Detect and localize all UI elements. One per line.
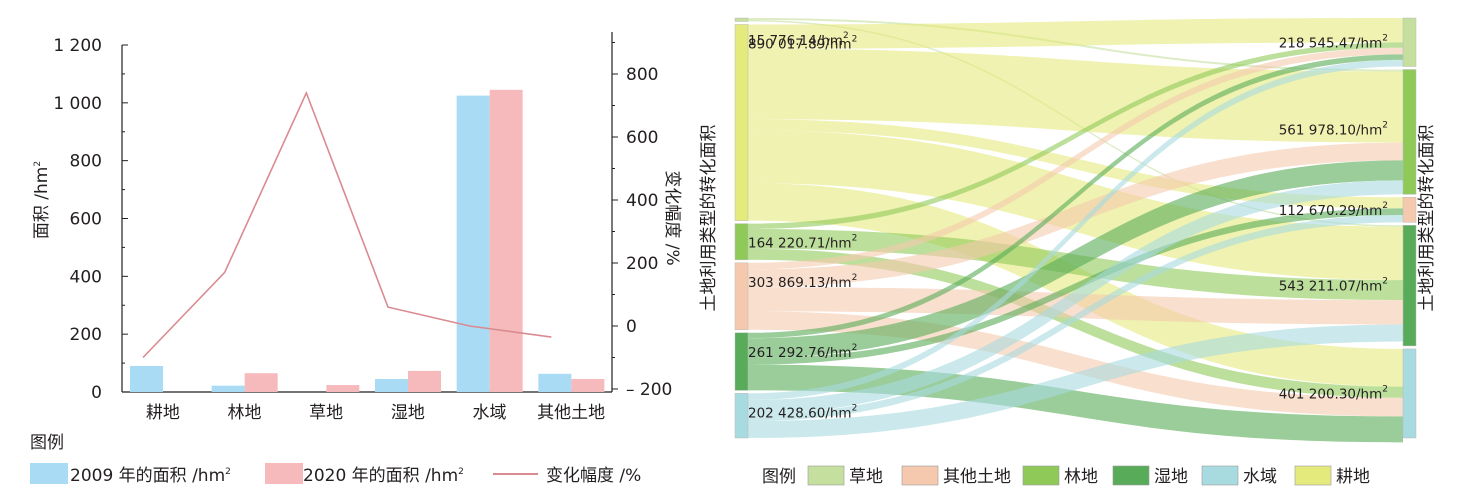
sankey-left-node-4 xyxy=(734,332,749,391)
sankey-legend-label-5: 耕地 xyxy=(1336,467,1370,487)
x-tick-label-1: 林地 xyxy=(228,403,262,423)
sankey-legend-label-3: 湿地 xyxy=(1154,467,1188,487)
bar-2009-3 xyxy=(375,378,408,392)
sankey-legend-label-1: 其他土地 xyxy=(943,467,1011,487)
sankey-link-18 xyxy=(748,59,1403,400)
sankey-left-node-2 xyxy=(734,223,749,261)
left-tick-label: 400 xyxy=(70,267,102,287)
sankey-link-12 xyxy=(748,287,1403,325)
left-tick-label: 0 xyxy=(91,383,102,403)
x-tick-label-0: 耕地 xyxy=(146,403,180,423)
sankey-left-node-1 xyxy=(734,24,749,221)
bar-line-chart: 0 200 400 600 800 1 000 1 200 – 200 0 200 400 600 80… xyxy=(30,32,682,486)
sankey-right-node-1 xyxy=(1402,69,1417,195)
change-rate-line xyxy=(142,90,552,359)
sankey-left-label-5: 202 428.60/hm2 xyxy=(748,403,857,421)
sankey-right-label-4: 401 200.30/hm2 xyxy=(1279,384,1388,402)
bar-2009-5 xyxy=(538,373,572,392)
legend-swatch-2020 xyxy=(265,463,303,484)
sankey-legend-label-2: 林地 xyxy=(1064,467,1098,487)
right-tick-label: 600 xyxy=(626,128,658,148)
x-tick-label-4: 水域 xyxy=(473,403,507,423)
bar-2009-1 xyxy=(211,385,245,392)
x-tick-label-2: 草地 xyxy=(309,403,343,423)
sankey-link-9 xyxy=(748,248,1403,398)
sankey-legend-swatch-4 xyxy=(1201,465,1239,486)
sankey-legend-swatch-3 xyxy=(1112,465,1150,486)
sankey-left-label-2: 164 220.71/hm2 xyxy=(748,234,857,252)
x-tick-label-3: 湿地 xyxy=(391,403,425,423)
sankey-left-label-1: 890 017.89/hm2 xyxy=(748,34,857,52)
bar-2020-5 xyxy=(571,378,605,392)
bar-2020-2 xyxy=(326,385,360,392)
right-axis-title: 变化幅度 /% xyxy=(662,170,682,265)
sankey-right-node-4 xyxy=(1402,348,1417,439)
right-tick-label: – 200 xyxy=(626,380,672,400)
sankey-link-16 xyxy=(748,208,1403,365)
sankey-right-node-0 xyxy=(1402,17,1417,67)
sankey-right-label-1: 561 978.10/hm2 xyxy=(1279,121,1388,139)
sankey-left-axis-title: 土地利用类型的转化面积 xyxy=(699,125,719,312)
right-tick-label: 800 xyxy=(626,65,658,85)
left-tick-label: 200 xyxy=(70,325,102,345)
legend-swatch-2009 xyxy=(30,463,68,484)
sankey-link-21 xyxy=(748,324,1403,438)
bar-2020-4 xyxy=(489,89,523,392)
bar-legend-title: 图例 xyxy=(30,433,64,453)
left-tick-label: 1 000 xyxy=(53,94,102,114)
sankey-left-node-5 xyxy=(734,393,749,439)
sankey-right-axis-title: 土地利用类型的转化面积 xyxy=(1417,125,1437,312)
sankey-left-label-4: 261 292.76/hm2 xyxy=(748,343,857,361)
sankey-right-node-2 xyxy=(1402,197,1417,223)
bar-2020-1 xyxy=(244,373,278,392)
left-tick-label: 600 xyxy=(70,210,102,230)
sankey-link-15 xyxy=(748,160,1403,359)
legend-label-change: 变化幅度 /% xyxy=(546,466,641,486)
sankey-left-label-3: 303 869.13/hm2 xyxy=(748,273,857,291)
bar-2009-4 xyxy=(456,95,490,393)
right-tick-label: 400 xyxy=(626,191,658,211)
sankey-right-label-3: 543 211.07/hm2 xyxy=(1279,276,1388,294)
sankey-legend-title: 图例 xyxy=(762,467,796,487)
legend-label-2009: 2009 年的面积 /hm2 xyxy=(70,466,231,486)
right-tick-label: 200 xyxy=(626,254,658,274)
sankey-legend-swatch-5 xyxy=(1294,465,1332,486)
right-tick-label: 0 xyxy=(626,317,637,337)
sankey-right-label-2: 112 670.29/hm2 xyxy=(1279,201,1388,219)
sankey-legend-swatch-1 xyxy=(901,465,939,486)
sankey-link-2 xyxy=(748,18,1403,49)
sankey-right-label-0: 218 545.47/hm2 xyxy=(1279,33,1388,51)
sankey-left-node-0 xyxy=(734,17,749,22)
sankey-link-14 xyxy=(748,54,1403,339)
sankey-legend-swatch-0 xyxy=(807,465,845,486)
sankey-left-node-3 xyxy=(734,262,749,331)
sankey-link-20 xyxy=(748,215,1403,422)
left-tick-label: 1 200 xyxy=(53,36,102,56)
left-tick-label: 800 xyxy=(70,152,102,172)
sankey-legend-swatch-2 xyxy=(1022,465,1060,486)
sankey-legend-label-4: 水域 xyxy=(1243,467,1277,487)
x-tick-label-5: 其他土地 xyxy=(537,403,605,423)
sankey-link-19 xyxy=(748,180,1403,414)
sankey-link-11 xyxy=(748,142,1403,288)
legend-label-2020: 2020 年的面积 /hm2 xyxy=(303,466,464,486)
sankey-links xyxy=(748,18,1403,443)
sankey-left-label-0: 15 776.14/hm2 xyxy=(748,31,849,49)
left-axis-title: 面积 /hm2 xyxy=(32,161,52,239)
sankey-link-7 xyxy=(748,42,1403,229)
sankey-legend-label-0: 草地 xyxy=(849,467,883,487)
bar-2020-3 xyxy=(408,370,441,392)
sankey-right-node-3 xyxy=(1402,225,1417,347)
sankey-link-10 xyxy=(748,47,1403,270)
bar-2009-0 xyxy=(130,365,163,392)
sankey-link-4 xyxy=(748,119,1403,209)
